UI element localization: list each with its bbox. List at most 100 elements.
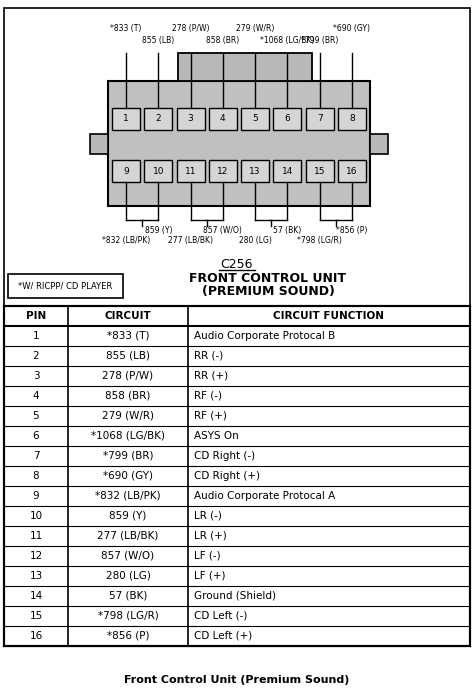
- Text: *799 (BR): *799 (BR): [301, 36, 338, 45]
- Text: CIRCUIT FUNCTION: CIRCUIT FUNCTION: [273, 311, 384, 321]
- Bar: [306, 160, 334, 182]
- Text: 13: 13: [249, 166, 261, 175]
- Text: 279 (W/R): 279 (W/R): [102, 411, 154, 421]
- Text: FRONT CONTROL UNIT: FRONT CONTROL UNIT: [190, 271, 346, 285]
- Text: Audio Corporate Protocal A: Audio Corporate Protocal A: [194, 491, 335, 501]
- Text: *690 (GY): *690 (GY): [103, 471, 153, 481]
- Text: 858 (BR): 858 (BR): [105, 391, 151, 401]
- Text: 1: 1: [123, 114, 129, 123]
- Text: 14: 14: [29, 591, 43, 601]
- Text: 4: 4: [220, 114, 226, 123]
- Text: 4: 4: [33, 391, 39, 401]
- Text: Ground (Shield): Ground (Shield): [194, 591, 276, 601]
- Text: LR (+): LR (+): [194, 531, 227, 541]
- Text: 7: 7: [33, 451, 39, 461]
- Text: LF (-): LF (-): [194, 551, 220, 561]
- Text: LF (+): LF (+): [194, 571, 226, 581]
- Text: *833 (T): *833 (T): [107, 331, 149, 341]
- Text: 5: 5: [33, 411, 39, 421]
- Bar: [112, 160, 140, 182]
- Text: 9: 9: [33, 491, 39, 501]
- Text: *832 (LB/PK): *832 (LB/PK): [95, 491, 161, 501]
- Text: 2: 2: [33, 351, 39, 361]
- Text: *798 (LG/R): *798 (LG/R): [98, 611, 158, 621]
- Bar: [370, 134, 388, 154]
- Text: 6: 6: [284, 114, 290, 123]
- Text: 857 (W/O): 857 (W/O): [101, 551, 155, 561]
- Text: RR (-): RR (-): [194, 351, 223, 361]
- Text: CIRCUIT: CIRCUIT: [105, 311, 151, 321]
- Bar: [144, 160, 172, 182]
- Bar: [4, 306, 470, 646]
- Bar: [273, 160, 301, 182]
- Text: 3: 3: [188, 114, 193, 123]
- Bar: [241, 107, 269, 129]
- Text: 278 (P/W): 278 (P/W): [102, 371, 154, 381]
- Text: 3: 3: [33, 371, 39, 381]
- Text: 16: 16: [29, 631, 43, 641]
- Text: 1: 1: [33, 331, 39, 341]
- Bar: [90, 134, 108, 154]
- Text: Audio Corporate Protocal B: Audio Corporate Protocal B: [194, 331, 335, 341]
- Bar: [209, 160, 237, 182]
- Bar: [338, 160, 366, 182]
- Text: *1068 (LG/BK): *1068 (LG/BK): [260, 36, 315, 45]
- Text: 859 (Y): 859 (Y): [145, 226, 172, 235]
- Bar: [241, 160, 269, 182]
- Text: 10: 10: [29, 511, 43, 521]
- Bar: [209, 107, 237, 129]
- Text: C256: C256: [221, 258, 253, 271]
- Text: 16: 16: [346, 166, 358, 175]
- Text: LR (-): LR (-): [194, 511, 222, 521]
- Text: 5: 5: [252, 114, 258, 123]
- Text: 857 (W/O): 857 (W/O): [203, 226, 242, 235]
- Text: 280 (LG): 280 (LG): [239, 236, 272, 245]
- Bar: [178, 53, 312, 81]
- Text: 280 (LG): 280 (LG): [106, 571, 150, 581]
- Text: *690 (GY): *690 (GY): [334, 24, 371, 33]
- Text: (PREMIUM SOUND): (PREMIUM SOUND): [201, 285, 335, 297]
- Text: RF (+): RF (+): [194, 411, 227, 421]
- Text: *856 (P): *856 (P): [337, 226, 368, 235]
- Text: PIN: PIN: [26, 311, 46, 321]
- Text: 858 (BR): 858 (BR): [206, 36, 239, 45]
- Text: 12: 12: [29, 551, 43, 561]
- Text: *856 (P): *856 (P): [107, 631, 149, 641]
- Text: *W/ RICPP/ CD PLAYER: *W/ RICPP/ CD PLAYER: [18, 281, 112, 290]
- Text: 9: 9: [123, 166, 129, 175]
- Text: CD Left (+): CD Left (+): [194, 631, 252, 641]
- Text: 8: 8: [33, 471, 39, 481]
- Text: 13: 13: [29, 571, 43, 581]
- Text: 7: 7: [317, 114, 323, 123]
- Text: 10: 10: [153, 166, 164, 175]
- Text: 855 (LB): 855 (LB): [142, 36, 174, 45]
- Bar: [108, 81, 370, 206]
- Bar: [177, 160, 205, 182]
- Bar: [4, 8, 470, 384]
- Text: ASYS On: ASYS On: [194, 431, 239, 441]
- Bar: [112, 107, 140, 129]
- Bar: [273, 107, 301, 129]
- Text: RF (-): RF (-): [194, 391, 222, 401]
- Text: *832 (LB/PK): *832 (LB/PK): [102, 236, 150, 245]
- Text: 8: 8: [349, 114, 355, 123]
- Text: 15: 15: [29, 611, 43, 621]
- Text: 11: 11: [29, 531, 43, 541]
- Text: RR (+): RR (+): [194, 371, 228, 381]
- Text: 277 (LB/BK): 277 (LB/BK): [97, 531, 159, 541]
- Text: 855 (LB): 855 (LB): [106, 351, 150, 361]
- Text: 57 (BK): 57 (BK): [109, 591, 147, 601]
- Text: CD Left (-): CD Left (-): [194, 611, 247, 621]
- Text: 2: 2: [155, 114, 161, 123]
- Text: 15: 15: [314, 166, 326, 175]
- Bar: [8, 274, 123, 298]
- Text: *1068 (LG/BK): *1068 (LG/BK): [91, 431, 165, 441]
- Bar: [177, 107, 205, 129]
- Text: 6: 6: [33, 431, 39, 441]
- Text: *833 (T): *833 (T): [110, 24, 142, 33]
- Text: Front Control Unit (Premium Sound): Front Control Unit (Premium Sound): [124, 675, 350, 685]
- Text: CD Right (+): CD Right (+): [194, 471, 260, 481]
- Text: 12: 12: [217, 166, 228, 175]
- Text: CD Right (-): CD Right (-): [194, 451, 255, 461]
- Bar: [306, 107, 334, 129]
